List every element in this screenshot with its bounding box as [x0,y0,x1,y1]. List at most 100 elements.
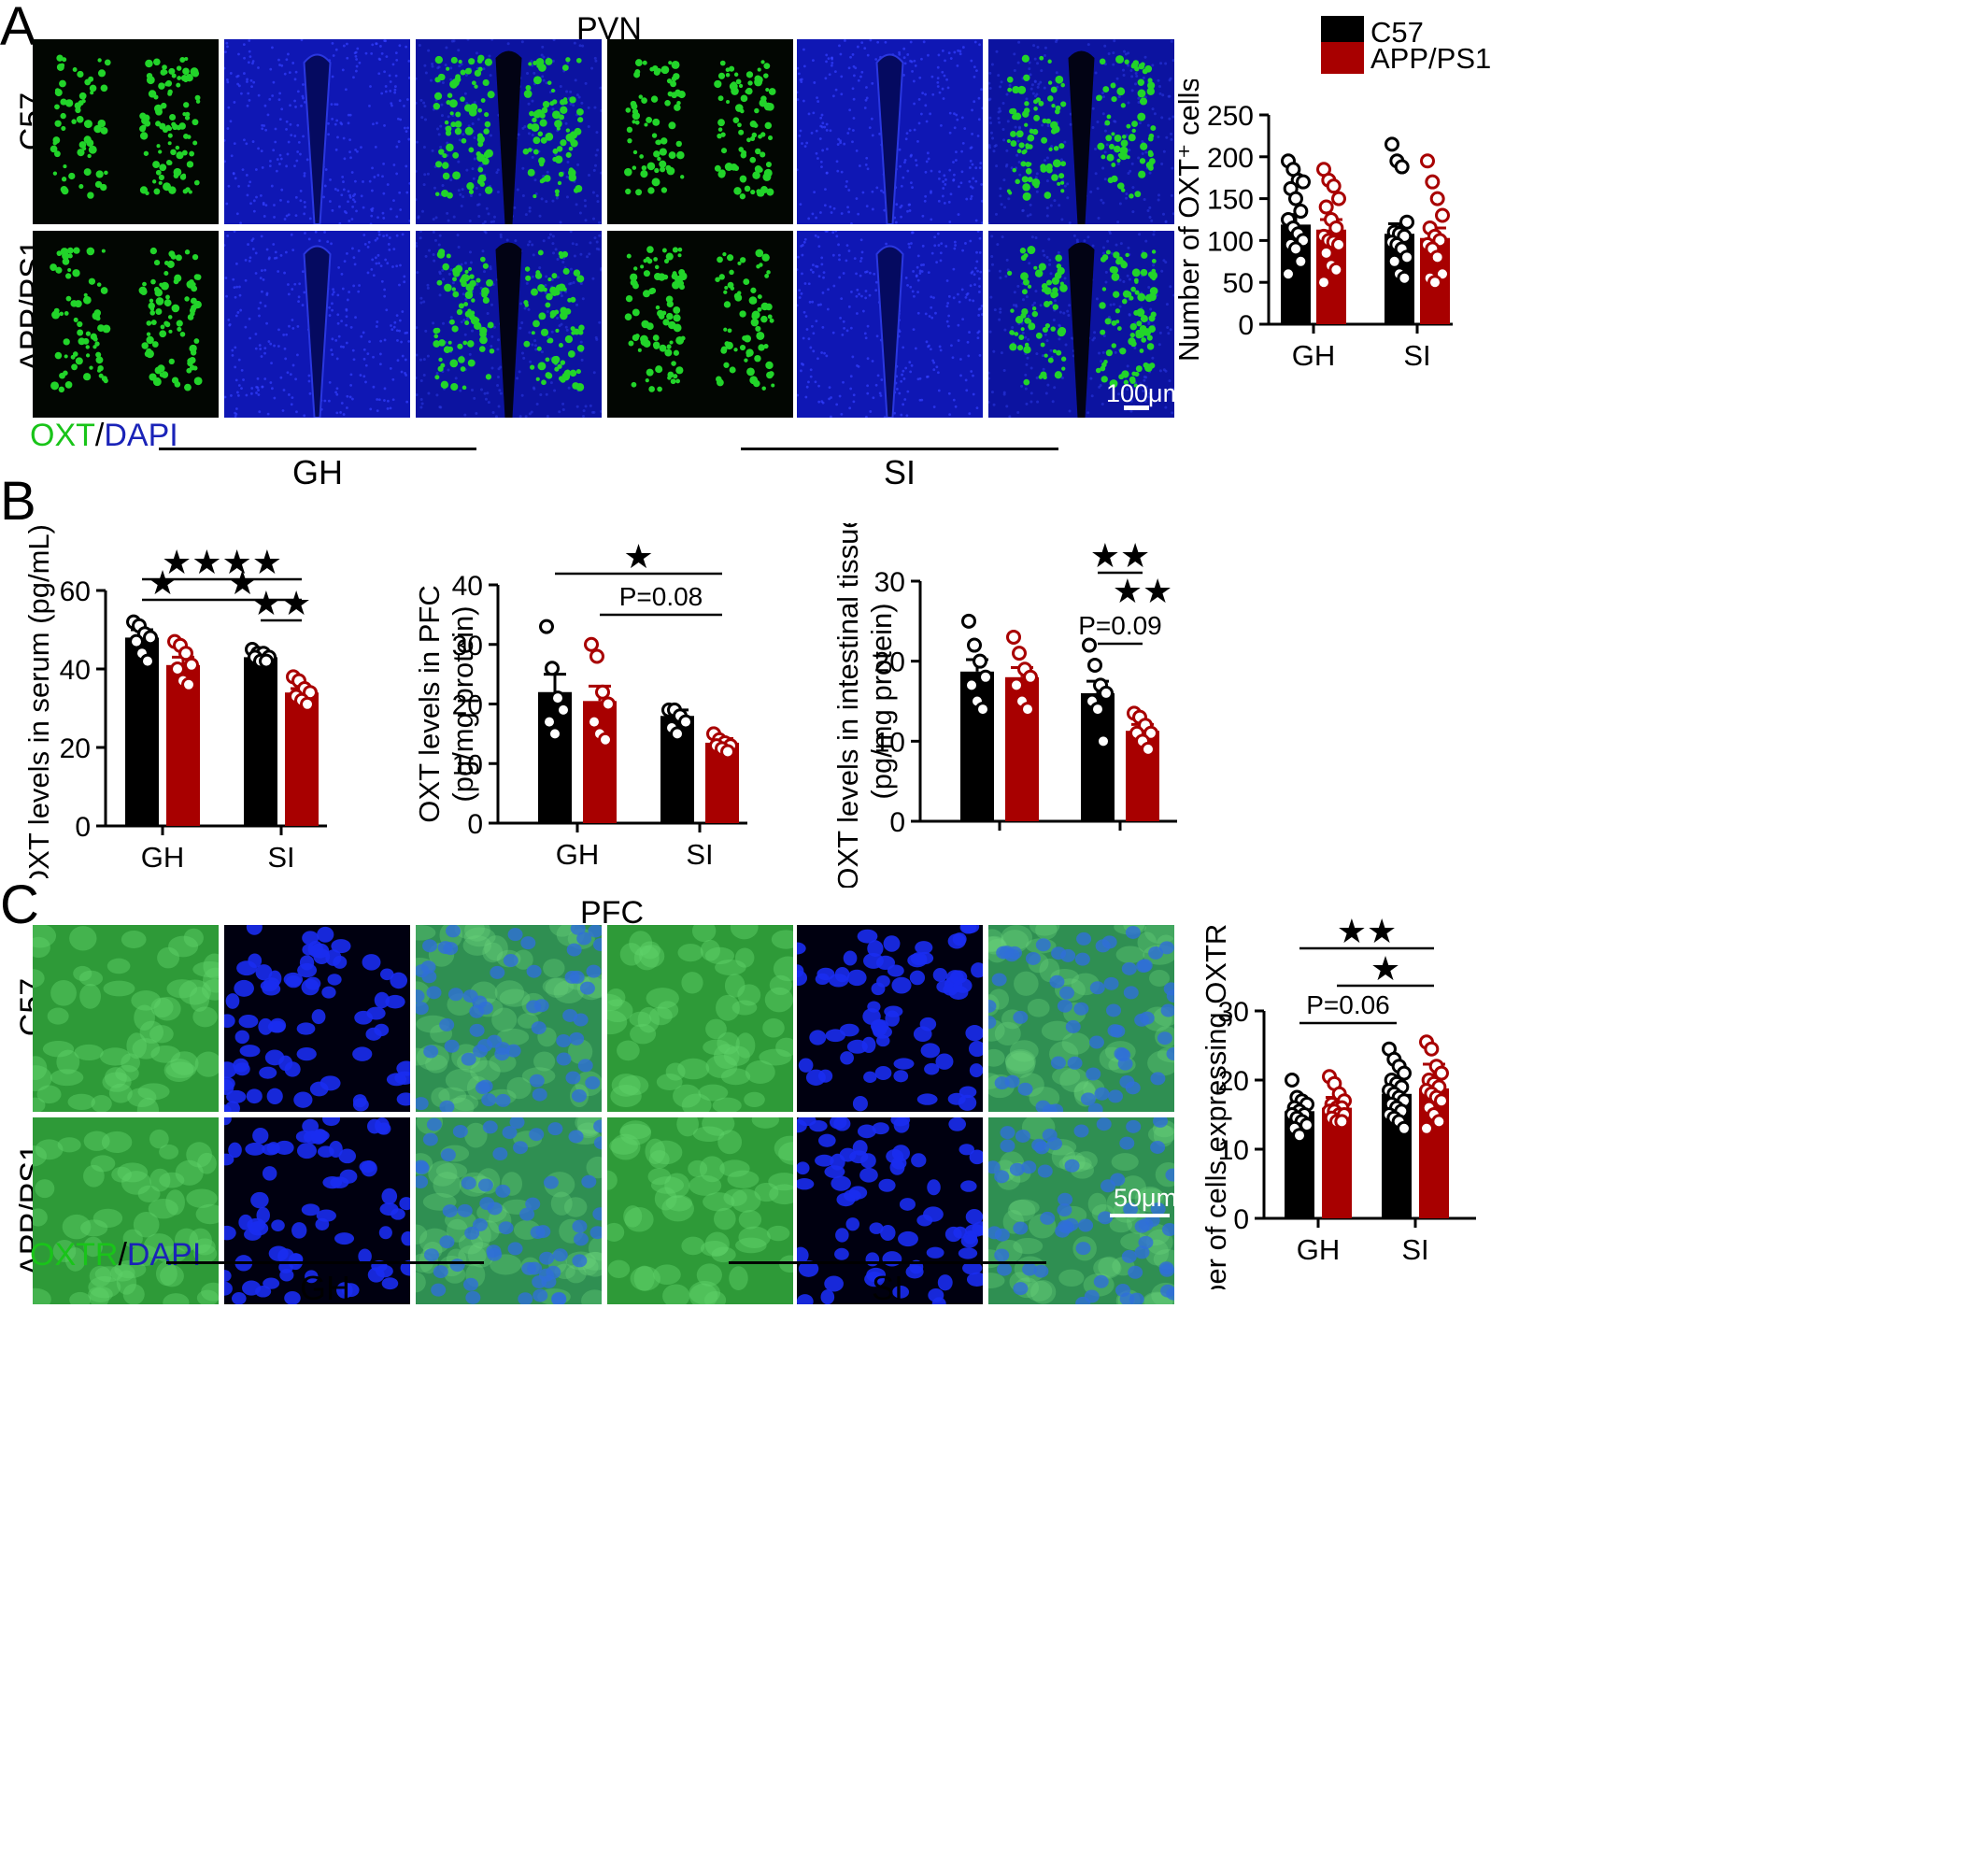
data-point [300,696,315,712]
pfc-image-r1-c1 [33,925,219,1112]
panel-letter-a: A [0,0,36,57]
data-point [170,661,185,676]
pfc-scale-bar-label: 50μm [1114,1184,1178,1212]
pvn-image-r1-c5 [797,39,983,224]
pvn-image-r1-c1 [33,39,219,224]
data-point [1420,153,1435,169]
data-point [589,648,604,664]
data-point [1399,214,1414,230]
y-axis-title: OXT levels in PFC [413,585,446,822]
data-point [1281,266,1296,282]
data-point [1012,646,1027,661]
y-tick-label: 40 [60,655,91,686]
data-point [1397,270,1413,286]
data-point [1399,249,1414,265]
data-point [961,613,976,629]
x-tick-label: SI [267,841,294,874]
pfc-scale-bar [1110,1214,1170,1217]
data-point [1296,174,1311,190]
group-line-si-c [729,1261,1046,1264]
y-tick-label: 20 [874,647,905,678]
data-point [1023,669,1038,685]
chart-oxt-intestine: 0 10 20 30 OXT levels in intestinal tissue (p… [831,523,1177,888]
data-point [143,630,158,646]
data-point [1384,136,1399,152]
pvn-image-r2-c1 [33,231,219,418]
pvn-image-r1-c4 [607,39,793,224]
pfc-image-r2-c3 [416,1117,602,1304]
pvn-image-r1-c3 [416,39,602,224]
data-point [1292,1128,1307,1144]
bar [285,692,319,826]
bar [125,637,159,826]
x-tick-label: GH [1292,339,1336,372]
data-point [140,653,155,669]
pfc-image-r1-c6 [988,925,1174,1112]
data-point [1087,657,1102,673]
data-point [601,696,616,712]
data-point [1334,1114,1350,1130]
data-point [550,690,565,706]
data-point [1397,1120,1412,1136]
data-point [1318,245,1334,261]
data-point [545,661,560,676]
legend-label-c57: C57 [1370,16,1424,49]
data-point [978,669,993,685]
data-point [1020,702,1035,718]
pfc-image-r1-c4 [607,925,793,1112]
significance-label: P=0.06 [1306,990,1390,1019]
data-point [1397,1065,1412,1081]
y-tick-label: 30 [452,631,483,661]
data-point [181,676,196,692]
data-point [1331,191,1346,206]
data-point [259,653,274,669]
x-tick-label: GH [141,841,185,874]
y-tick-label: 60 [60,576,91,607]
y-axis-title: Number of OXT⁺ cells [1172,79,1205,362]
significance-label: ★★ [1337,912,1398,950]
y-tick-label: 50 [1223,268,1254,299]
y-tick-label: 20 [60,733,91,764]
y-tick-label: 40 [452,571,483,602]
data-point [1434,1065,1449,1081]
bar [166,664,200,826]
group-line-si-a [741,448,1058,450]
data-point [587,714,602,730]
data-point [1009,677,1024,693]
x-tick-label: SI [1403,339,1430,372]
data-point [964,677,979,693]
group-label-si-a: SI [883,453,916,491]
pfc-image-r2-c1 [33,1117,219,1304]
pfc-title: PFC [580,895,644,931]
y-tick-label: 150 [1207,185,1254,216]
group-label-gh-c: GH [300,1269,350,1307]
data-point [975,702,990,718]
pfc-image-r2-c2 [224,1117,410,1304]
stain-label-c: OXTR/DAPI [30,1237,202,1273]
y-axis-title: OXT levels in intestinal tissue [831,523,864,888]
data-point [1429,191,1445,206]
pvn-image-r1-c6 [988,39,1174,224]
data-point [1293,204,1309,220]
legend-label-appps1: APP/PS1 [1370,42,1492,75]
y-tick-label: 10 [1218,1135,1249,1166]
data-point [720,744,735,760]
data-point [1099,685,1114,701]
y-tick-label: 0 [1233,1204,1249,1235]
significance-label: ★★ [1113,572,1173,610]
y-tick-label: 250 [1207,101,1254,132]
panel-letter-c: C [0,875,39,935]
data-point [1316,275,1331,291]
pfc-image-r1-c3 [416,925,602,1112]
data-point [1082,637,1097,653]
data-point [1318,199,1334,215]
significance-label: ★★★★ [162,543,282,581]
data-point [1429,249,1445,265]
y-axis-title: (pg/mg protein) [447,605,479,802]
y-tick-label: 0 [889,807,905,838]
y-axis-title: (pg/mg protein) [865,603,898,799]
group-label-si-c: SI [871,1269,903,1307]
